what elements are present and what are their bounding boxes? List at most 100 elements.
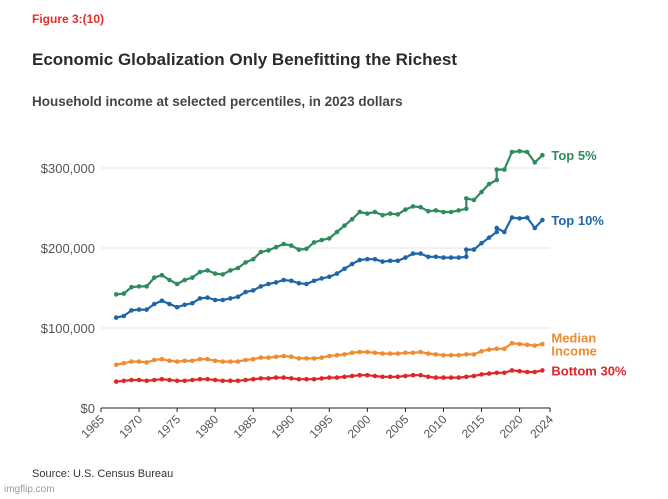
data-point (311, 240, 317, 245)
data-point (334, 352, 340, 358)
data-point (479, 372, 484, 377)
x-tick-label: 2015 (459, 412, 488, 441)
data-point (182, 378, 188, 384)
data-point (243, 260, 248, 265)
data-point (349, 216, 355, 222)
data-point (281, 241, 286, 247)
data-point (349, 350, 355, 356)
data-point (395, 258, 401, 264)
data-point (228, 378, 233, 384)
data-point (113, 362, 119, 368)
data-point (380, 259, 385, 264)
data-point (273, 280, 279, 285)
x-tick-label: 2010 (421, 412, 450, 441)
x-tick-label: 1975 (154, 412, 183, 441)
x-tick-label: 1970 (116, 412, 145, 441)
data-point (463, 206, 469, 212)
series-label: Top 5% (551, 148, 597, 163)
data-point (395, 351, 401, 356)
data-point (441, 255, 446, 260)
data-point (524, 369, 530, 375)
data-point (288, 354, 294, 360)
data-point (517, 368, 522, 374)
x-tick-label: 1995 (307, 412, 336, 441)
data-point (319, 237, 324, 243)
series-label: Median (551, 331, 596, 346)
data-point (319, 355, 324, 360)
data-point (113, 315, 119, 320)
data-point (380, 351, 385, 356)
data-point (456, 375, 461, 380)
data-point (403, 373, 408, 379)
data-point (144, 307, 149, 312)
data-point (190, 275, 195, 280)
data-point (509, 340, 515, 346)
data-point (327, 236, 332, 241)
data-point (327, 353, 332, 359)
data-point (471, 247, 477, 252)
data-point (281, 277, 286, 283)
data-point (281, 375, 286, 380)
data-point (121, 313, 127, 319)
data-point (205, 295, 210, 300)
data-point (433, 254, 439, 260)
data-point (273, 354, 279, 360)
data-point (205, 268, 210, 273)
data-point (403, 350, 408, 356)
data-point (212, 377, 218, 383)
data-point (479, 348, 484, 354)
data-point (220, 297, 226, 303)
data-point (235, 294, 241, 300)
data-point (479, 189, 484, 195)
data-point (174, 281, 180, 287)
data-point (296, 376, 302, 382)
data-point (463, 254, 469, 260)
data-point (524, 215, 530, 220)
data-point (441, 375, 446, 380)
data-point (311, 278, 317, 284)
data-point (288, 376, 294, 381)
data-point (387, 351, 393, 356)
data-point (311, 356, 317, 361)
y-tick-label: $200,000 (41, 241, 95, 256)
data-point (136, 284, 142, 289)
chart-subtitle: Household income at selected percentiles… (32, 94, 403, 109)
y-tick-label: $100,000 (41, 321, 95, 336)
data-point (365, 372, 370, 378)
data-point (182, 358, 188, 364)
x-tick-label: 1985 (231, 412, 260, 441)
data-point (418, 251, 423, 256)
data-point (121, 378, 127, 384)
data-point (258, 284, 264, 289)
data-point (235, 359, 241, 364)
data-point (113, 292, 119, 297)
data-point (486, 235, 492, 240)
data-point (159, 376, 165, 382)
data-point (197, 376, 203, 382)
data-point (372, 373, 378, 379)
data-point (425, 351, 431, 356)
data-point (448, 209, 454, 215)
data-point (456, 255, 461, 260)
data-point (250, 256, 256, 262)
data-point (395, 374, 401, 380)
data-point (167, 301, 172, 307)
x-tick-label: 1980 (192, 412, 221, 441)
watermark: imgflip.com (4, 484, 55, 495)
data-point (494, 370, 500, 376)
data-point (228, 268, 233, 273)
data-point (357, 372, 363, 378)
data-point (151, 377, 157, 383)
data-point (387, 258, 393, 264)
data-point (365, 349, 370, 355)
data-point (129, 308, 134, 313)
data-point (167, 377, 172, 383)
data-point (342, 374, 347, 380)
data-point (258, 249, 264, 255)
x-tick-label: 1965 (78, 412, 107, 441)
data-point (205, 356, 210, 362)
data-point (387, 211, 393, 216)
data-point (266, 355, 271, 360)
data-point (273, 244, 279, 250)
data-point (410, 372, 416, 378)
